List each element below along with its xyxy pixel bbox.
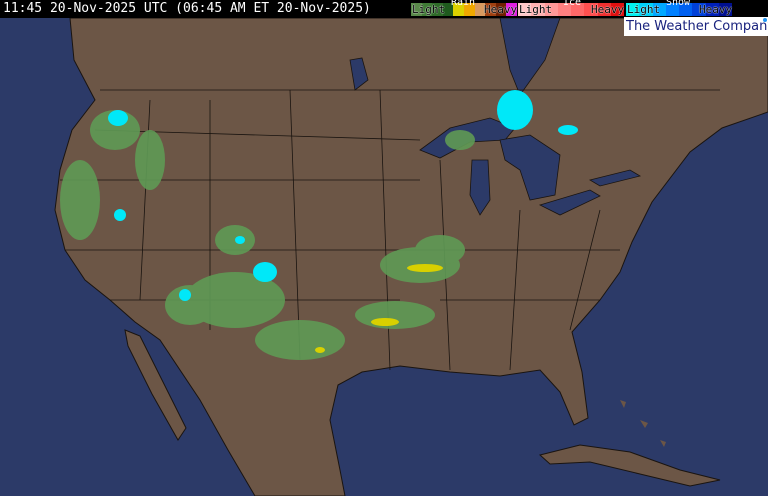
legend-rain-swatch (421, 3, 433, 16)
legend-snow-swatch (652, 3, 666, 16)
legend-ice-swatch (544, 3, 558, 16)
legend-rain-swatch (432, 3, 443, 16)
timestamp: 11:45 20-Nov-2025 UTC (06:45 AM ET 20-No… (3, 1, 371, 16)
legend-snow-title: Snow (666, 0, 691, 8)
legend-rain-title: Rain (451, 0, 476, 8)
legend-rain-swatch (495, 3, 507, 16)
legend-rain-swatch (485, 3, 496, 16)
legend-snow-swatch (665, 3, 679, 16)
legend-ice-light: Light (519, 3, 553, 16)
precipitation-rain (60, 110, 475, 360)
legend-ice-swatch (584, 3, 598, 16)
brand-text: The Weather Company (626, 19, 768, 34)
legend-ice-swatch (571, 3, 585, 16)
legend-snow-swatch (705, 3, 719, 16)
legend-ice: Ice Light Heavy (518, 0, 624, 16)
legend-snow-swatch (639, 3, 653, 16)
legend-snow-swatch (679, 3, 693, 16)
legend-ice-swatch (518, 3, 532, 16)
legend-ice-swatch (531, 3, 545, 16)
logo-dot-icon (763, 18, 767, 22)
baja-california (124, 329, 187, 441)
legend-rain-swatch (506, 3, 517, 16)
legend-rain-swatch (442, 3, 454, 16)
legend-ice-heavy: Heavy (591, 3, 625, 16)
legend-ice-swatch (610, 3, 624, 16)
legend-rain-swatch (453, 3, 464, 16)
legend-ice-title: Ice (563, 0, 582, 8)
precipitation-mixed (315, 264, 443, 353)
legend-snow-swatch (626, 3, 640, 16)
legend-rain-heavy: Heavy (484, 3, 518, 16)
legend-snow-swatch (692, 3, 706, 16)
legend-snow: Snow Light Heavy (626, 0, 732, 16)
precipitation-snow (108, 90, 578, 301)
legend-rain-light: Light (412, 3, 446, 16)
legend-rain-swatch (474, 3, 486, 16)
legend-ice-swatch (597, 3, 611, 16)
weather-company-logo: The Weather Company (624, 17, 768, 36)
legend-snow-heavy: Heavy (699, 3, 733, 16)
map-canvas[interactable] (0, 18, 768, 496)
legend-ice-swatch (557, 3, 571, 16)
legend-rain-swatch (411, 3, 422, 16)
legend-rain: Rain Light Heavy (411, 0, 517, 16)
legend-snow-light: Light (627, 3, 661, 16)
cuba (538, 444, 721, 487)
florida-keys-bahamas (620, 400, 666, 447)
legend-snow-swatch (718, 3, 732, 16)
legend-rain-swatch (463, 3, 475, 16)
